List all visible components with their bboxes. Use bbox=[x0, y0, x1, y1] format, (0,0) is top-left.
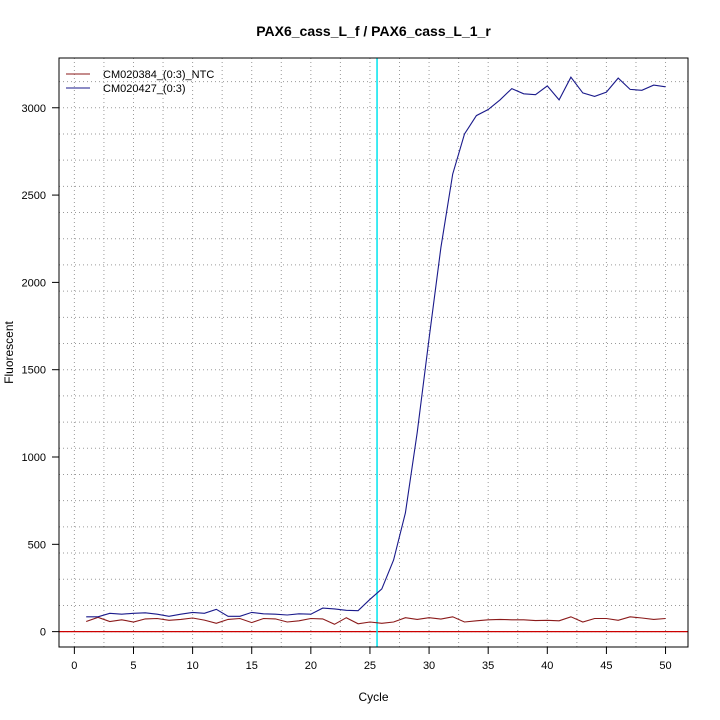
plot-frame bbox=[58, 57, 689, 648]
y-axis: 0 500 1000 1500 2000 2500 3000 bbox=[22, 103, 60, 639]
y-tick-label: 1000 bbox=[22, 452, 46, 464]
series-line-2 bbox=[86, 76, 666, 618]
y-tick-label: 2500 bbox=[22, 190, 46, 202]
y-tick-label: 1500 bbox=[22, 365, 46, 377]
x-tick-label: 10 bbox=[186, 660, 198, 672]
x-axis-label: Cycle bbox=[358, 690, 388, 704]
x-axis: 0 5 10 15 20 25 30 35 40 45 50 bbox=[71, 646, 672, 672]
x-tick-label: 15 bbox=[246, 660, 258, 672]
x-tick-label: 25 bbox=[364, 660, 376, 672]
x-tick-label: 45 bbox=[600, 660, 612, 672]
y-tick-label: 3000 bbox=[22, 103, 46, 115]
series-line-1 bbox=[86, 616, 666, 625]
x-tick-label: 0 bbox=[71, 660, 77, 672]
x-tick-label: 20 bbox=[305, 660, 317, 672]
x-tick-label: 50 bbox=[659, 660, 671, 672]
y-tick-label: 0 bbox=[40, 627, 46, 639]
x-tick-label: 35 bbox=[482, 660, 494, 672]
grid bbox=[59, 58, 688, 647]
legend: CM020384_(0:3)_NTC CM020427_(0:3) bbox=[66, 69, 214, 95]
legend-label-1: CM020384_(0:3)_NTC bbox=[103, 69, 214, 81]
chart-title: PAX6_cass_L_f / PAX6_cass_L_1_r bbox=[256, 23, 491, 39]
x-tick-label: 40 bbox=[541, 660, 553, 672]
y-axis-label: Fluorescent bbox=[2, 320, 16, 383]
y-tick-label: 2000 bbox=[22, 277, 46, 289]
legend-label-2: CM020427_(0:3) bbox=[103, 83, 186, 95]
x-tick-label: 5 bbox=[130, 660, 136, 672]
series-layer bbox=[86, 76, 666, 625]
y-tick-label: 500 bbox=[28, 539, 46, 551]
x-tick-label: 30 bbox=[423, 660, 435, 672]
